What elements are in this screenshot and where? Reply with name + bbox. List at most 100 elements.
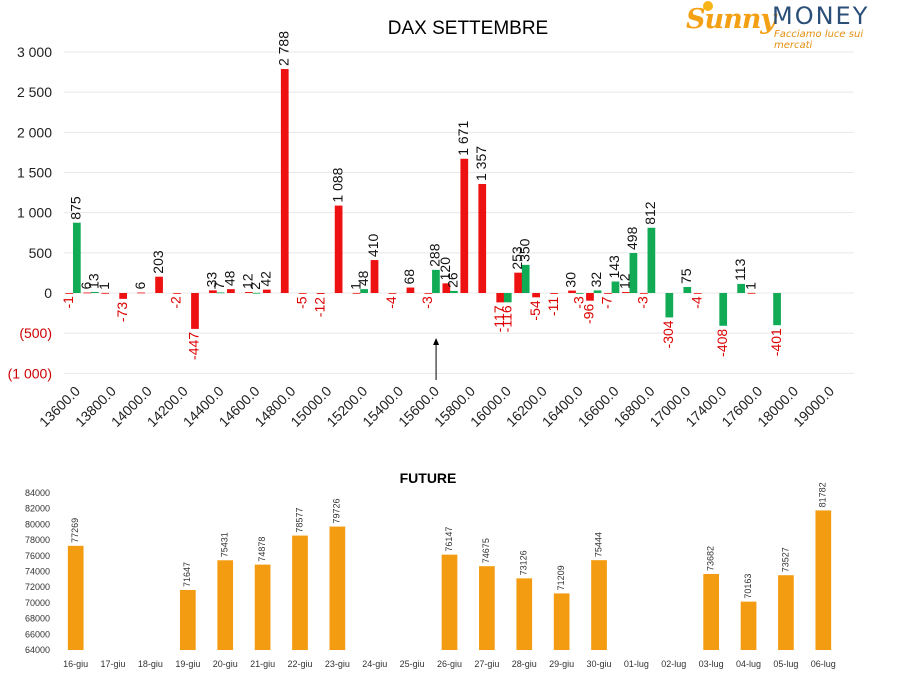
data-label: 71647 [182,562,192,587]
bar [334,205,343,293]
x-tick-label: 28-giu [512,659,537,669]
data-label: -5 [293,296,309,309]
bar [360,289,368,293]
bar [316,293,325,294]
data-label: 32 [588,272,604,288]
data-label: 120 [437,257,453,281]
bar [67,545,84,650]
bar [388,293,397,294]
data-label: 7 [211,281,227,289]
data-label: 75 [678,268,694,284]
data-label: 78577 [294,508,304,533]
bar [244,292,253,293]
bar [665,293,674,318]
y-tick-label: 0 [44,285,52,301]
bar [298,293,307,294]
y-tick-label: 2 000 [17,124,52,140]
bar [254,564,271,650]
x-tick-label: 22-giu [287,659,312,669]
bar [101,292,110,294]
y-tick-label: 500 [29,245,53,261]
data-label: 288 [427,243,443,267]
x-tick-label: 20-giu [213,659,238,669]
x-tick-label: 29-giu [549,659,574,669]
data-label: -117 [491,305,507,332]
bar [209,290,217,293]
bar [553,593,570,650]
data-label: -401 [768,328,784,356]
data-label: 30 [563,272,579,288]
y-tick-label: 1 000 [17,205,52,221]
y-tick-label: 82000 [25,504,50,514]
bar [119,293,128,299]
bar [693,293,702,294]
data-label: 143 [606,255,622,279]
bar [90,291,99,293]
bar [778,575,794,650]
x-tick-label: 21-giu [250,659,275,669]
y-tick-label: 80000 [25,519,50,529]
bar [532,293,540,298]
x-tick-label: 01-lug [624,659,649,669]
bar [155,276,163,293]
data-label: 12 [617,273,633,289]
data-label: -3 [635,296,651,309]
y-tick-label: 70000 [25,598,50,608]
data-label: 6 [78,282,94,290]
data-label: -73 [114,302,130,322]
bar [683,286,692,293]
chart-title: FUTURE [400,470,457,486]
bar [815,510,832,650]
sun-icon [703,1,713,11]
data-label: 1 [742,282,758,290]
bar [503,293,512,303]
data-label: -7 [599,296,615,309]
bar [280,69,289,293]
y-tick-label: 2 500 [17,84,52,100]
future-chart: FUTURE 84000 82000 80000 78000 76000 74000 7200… [25,470,836,669]
annotation-arrow-head [433,338,440,345]
chart-title: DAX SETTEMBRE [388,18,548,39]
bar [424,293,433,294]
bar [740,601,757,650]
bar [442,283,451,293]
bar [737,283,746,293]
x-tick-label: 17-giu [101,659,126,669]
bar [747,292,756,294]
x-tick-label: 06-lug [811,659,836,669]
data-label: 77269 [70,518,80,543]
bar [639,293,648,294]
data-label: -3 [570,296,586,309]
bar [252,292,261,294]
data-label: -116 [498,305,514,332]
bar [216,292,225,294]
x-tick-label: 27-giu [474,659,499,669]
y-tick-label: 68000 [25,614,50,624]
data-label: 1 088 [329,167,345,202]
bar [575,293,584,294]
data-label: 350 [516,238,532,262]
y-tick-label: 78000 [25,535,50,545]
data-label: 71209 [556,565,566,590]
x-tick-label: 04-lug [736,659,761,669]
y-tick-label: (500) [19,325,52,341]
brand-logo: Sunny MONEY Facciamo luce sui mercati [686,1,891,51]
data-label: -1 [60,296,76,309]
data-label: 1 [96,282,112,290]
bar [611,281,620,293]
data-label: -447 [186,332,202,360]
bar [622,292,630,293]
bar [568,290,576,293]
data-label: -3 [419,296,435,309]
bar [586,293,594,301]
data-label: -12 [311,297,327,317]
x-tick-label: 16-giu [63,659,88,669]
data-label: 81782 [818,482,828,507]
bar [591,560,607,650]
data-label: -408 [714,329,730,357]
x-tick-label: 05-lug [773,659,798,669]
x-tick-label: 03-lug [699,659,724,669]
x-tick-label: 25-giu [400,659,425,669]
bar [191,293,199,329]
x-tick-label: 18-giu [138,659,163,669]
